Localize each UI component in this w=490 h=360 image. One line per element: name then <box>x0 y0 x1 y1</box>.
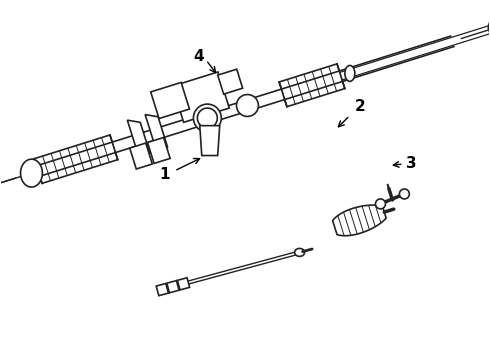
Polygon shape <box>147 138 170 163</box>
Polygon shape <box>200 126 220 156</box>
Text: 2: 2 <box>354 99 365 114</box>
Polygon shape <box>333 205 386 236</box>
Text: 1: 1 <box>159 167 170 182</box>
Polygon shape <box>127 120 150 162</box>
Polygon shape <box>151 82 190 118</box>
Text: 3: 3 <box>406 156 416 171</box>
Polygon shape <box>130 143 152 169</box>
Ellipse shape <box>399 189 409 199</box>
Polygon shape <box>156 283 169 296</box>
Ellipse shape <box>345 66 355 81</box>
Text: 4: 4 <box>194 49 204 64</box>
Ellipse shape <box>237 95 258 116</box>
Polygon shape <box>167 280 179 293</box>
Polygon shape <box>145 114 168 156</box>
Ellipse shape <box>375 199 386 209</box>
Ellipse shape <box>197 108 218 128</box>
Polygon shape <box>172 72 229 122</box>
Ellipse shape <box>194 104 221 132</box>
Ellipse shape <box>489 18 490 36</box>
Polygon shape <box>218 69 243 94</box>
Ellipse shape <box>21 159 43 187</box>
Polygon shape <box>177 278 190 290</box>
Ellipse shape <box>294 248 305 256</box>
